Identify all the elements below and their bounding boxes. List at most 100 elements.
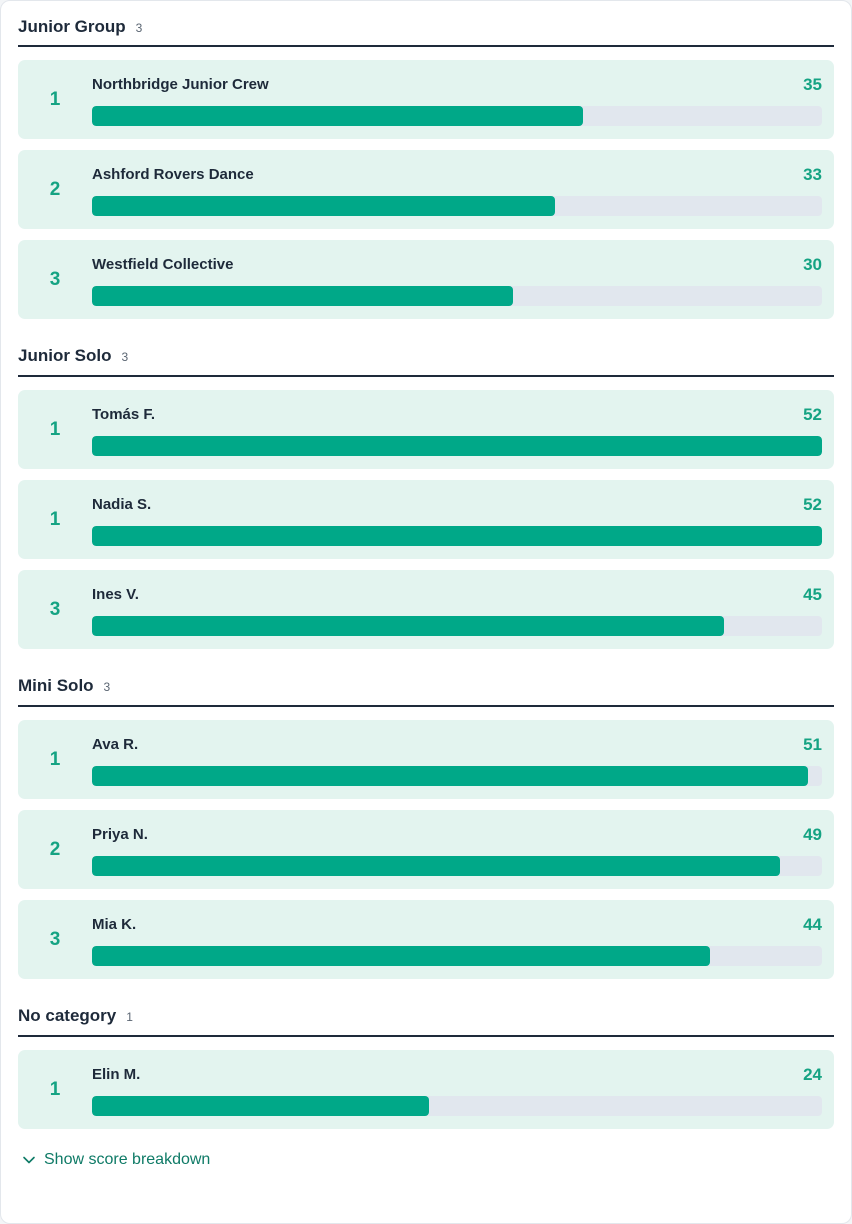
ranking-list: 1 Northbridge Junior Crew 35 2 Ashford Rover… [18,47,834,319]
score-bar-fill [92,765,808,786]
score-bar-fill [92,435,822,456]
sections-container: Junior Group 3 1 Northbridge Junior Crew 35 2… [18,1,834,1129]
score-bar-fill [92,195,556,216]
section-title: No category [18,1006,117,1025]
score-bar-track [92,945,822,966]
ranking-row: 1 Northbridge Junior Crew 35 [18,60,834,139]
row-heading: Priya N. 49 [92,824,822,846]
rank-number: 1 [49,88,61,110]
row-heading: Ines V. 45 [92,584,822,606]
score-bar-track [92,525,822,546]
score-value: 30 [803,254,822,274]
row-content: Tomás F. 52 [92,404,834,456]
score-value: 35 [803,74,822,94]
show-score-breakdown-toggle[interactable]: Show score breakdown [18,1145,834,1175]
section-header: Mini Solo 3 [18,660,834,707]
score-bar-fill [92,525,822,546]
score-value: 45 [803,584,822,604]
score-bar-track [92,195,822,216]
competitor-name: Northbridge Junior Crew [92,76,269,93]
score-bar-fill [92,855,780,876]
chevron-down-icon [23,1156,35,1164]
score-bar-track [92,105,822,126]
section-title: Mini Solo [18,676,94,695]
ranking-list: 1 Tomás F. 52 1 Nadia S. 52 3 Ines V. 45 [18,377,834,649]
section-header: No category 1 [18,990,834,1037]
ranking-row: 1 Tomás F. 52 [18,390,834,469]
rank-number: 2 [49,178,61,200]
competitor-name: Ashford Rovers Dance [92,166,254,183]
section-count: 3 [121,350,129,364]
competitor-name: Nadia S. [92,496,152,513]
row-heading: Mia K. 44 [92,914,822,936]
section-title: Junior Group [18,17,126,36]
category-section: No category 1 1 Elin M. 24 [18,990,834,1129]
rank-number: 3 [49,268,61,290]
show-score-breakdown-label: Show score breakdown [44,1151,211,1168]
row-heading: Ava R. 51 [92,734,822,756]
score-bar-fill [92,615,724,636]
row-heading: Westfield Collective 30 [92,254,822,276]
competitor-name: Westfield Collective [92,256,234,273]
row-heading: Nadia S. 52 [92,494,822,516]
competitor-name: Mia K. [92,916,137,933]
competitor-name: Tomás F. [92,406,156,423]
score-value: 33 [803,164,822,184]
category-section: Junior Solo 3 1 Tomás F. 52 1 Nadia S. 52 3 Ines … [18,330,834,649]
row-content: Northbridge Junior Crew 35 [92,74,834,126]
row-content: Westfield Collective 30 [92,254,834,306]
row-content: Priya N. 49 [92,824,834,876]
score-bar-fill [92,105,584,126]
score-value: 49 [803,824,822,844]
score-bar-track [92,855,822,876]
score-bar-track [92,285,822,306]
rank-number: 1 [49,508,61,530]
category-section: Mini Solo 3 1 Ava R. 51 2 Priya N. 49 3 Mia K. 44 [18,660,834,979]
score-bar-track [92,765,822,786]
row-content: Ines V. 45 [92,584,834,636]
row-heading: Elin M. 24 [92,1064,822,1086]
row-content: Mia K. 44 [92,914,834,966]
ranking-list: 1 Elin M. 24 [18,1037,834,1129]
rank-number: 1 [49,748,61,770]
competitor-name: Ines V. [92,586,139,603]
score-bar-track [92,615,822,636]
score-value: 52 [803,404,822,424]
ranking-row: 1 Ava R. 51 [18,720,834,799]
row-heading: Ashford Rovers Dance 33 [92,164,822,186]
row-heading: Northbridge Junior Crew 35 [92,74,822,96]
section-count: 3 [135,21,143,35]
competitor-name: Ava R. [92,736,139,753]
row-heading: Tomás F. 52 [92,404,822,426]
ranking-row: 3 Ines V. 45 [18,570,834,649]
ranking-row: 1 Nadia S. 52 [18,480,834,559]
ranking-row: 2 Ashford Rovers Dance 33 [18,150,834,229]
competitor-name: Elin M. [92,1066,141,1083]
score-value: 52 [803,494,822,514]
row-content: Ava R. 51 [92,734,834,786]
score-bar-track [92,435,822,456]
section-header: Junior Solo 3 [18,330,834,377]
ranking-row: 2 Priya N. 49 [18,810,834,889]
score-value: 51 [803,734,822,754]
ranking-row: 3 Westfield Collective 30 [18,240,834,319]
section-header: Junior Group 3 [18,1,834,47]
rank-number: 1 [49,1078,61,1100]
score-bar-fill [92,945,710,966]
score-bar-fill [92,1095,429,1116]
row-content: Elin M. 24 [92,1064,834,1116]
section-count: 3 [103,680,111,694]
ranking-list: 1 Ava R. 51 2 Priya N. 49 3 Mia K. 44 [18,707,834,979]
score-value: 24 [803,1064,822,1084]
ranking-row: 3 Mia K. 44 [18,900,834,979]
row-content: Nadia S. 52 [92,494,834,546]
category-section: Junior Group 3 1 Northbridge Junior Crew 35 2… [18,1,834,319]
ranking-row: 1 Elin M. 24 [18,1050,834,1129]
section-count: 1 [126,1010,133,1024]
score-bar-track [92,1095,822,1116]
row-content: Ashford Rovers Dance 33 [92,164,834,216]
rank-number: 1 [49,418,61,440]
rank-number: 3 [49,928,61,950]
score-value: 44 [803,914,822,934]
